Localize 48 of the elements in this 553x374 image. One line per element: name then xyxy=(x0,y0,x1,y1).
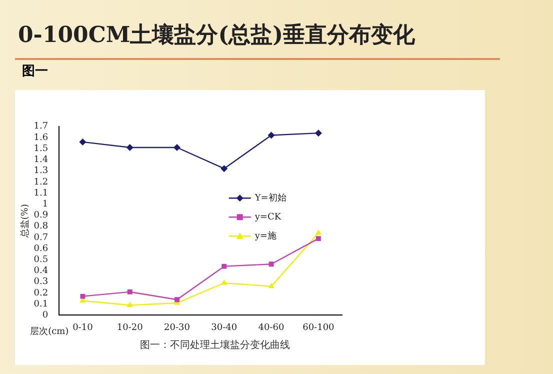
point xyxy=(221,279,228,285)
legend-label: Y=初始 xyxy=(254,192,286,204)
x-tick-label: 20-30 xyxy=(164,322,190,333)
x-tick-label: 10-20 xyxy=(116,322,144,333)
point xyxy=(220,165,228,172)
y-tick-label: 0.3 xyxy=(34,277,48,288)
text: 图一：不同处理土壤盐分变化曲线 xyxy=(140,338,290,352)
point xyxy=(314,130,322,137)
point xyxy=(127,289,132,294)
point xyxy=(315,230,322,235)
y-tick-label: 0.4 xyxy=(34,266,48,276)
y-tick-label: 0.7 xyxy=(34,232,48,243)
point xyxy=(126,302,133,307)
point xyxy=(126,144,134,151)
y-tick-label: 1.4 xyxy=(34,155,48,166)
y-tick-label: 0 xyxy=(42,310,48,321)
y-tick-label: 0.1 xyxy=(34,299,48,310)
y-tick-label: 0.8 xyxy=(34,222,48,232)
x-tick-label: 40-60 xyxy=(258,322,285,333)
y-tick-label: 0.6 xyxy=(34,244,48,254)
point xyxy=(80,294,86,299)
y-tick-label: 1.5 xyxy=(34,144,48,154)
point xyxy=(268,282,274,288)
x-tick-label: 0-10 xyxy=(72,322,94,333)
y-tick-label: 1.2 xyxy=(34,177,48,188)
x-tick-label: 30-40 xyxy=(211,322,238,333)
point xyxy=(316,236,321,242)
chart-title: 0-100CM土壤盐分(总盐)垂直分布变化 xyxy=(18,21,416,50)
y-tick-label: 1.1 xyxy=(34,188,48,198)
y-tick-label: 1.3 xyxy=(34,166,48,176)
point xyxy=(222,264,227,269)
point xyxy=(268,132,275,139)
legend-label: y=CK xyxy=(254,212,282,222)
x-tick-label: 60-100 xyxy=(302,322,335,333)
y-tick-label: 1.6 xyxy=(34,132,48,143)
y-tick-label: 0.5 xyxy=(34,255,48,266)
y-tick-label: 1.7 xyxy=(34,122,48,132)
y-tick-label: 0.2 xyxy=(34,288,48,298)
y-tick-label: 0.9 xyxy=(34,210,48,221)
point xyxy=(79,138,86,146)
legend-label: y=施 xyxy=(254,230,276,242)
x-axis-title: 层次(cm) xyxy=(30,326,69,338)
point xyxy=(268,262,274,267)
chart-subtitle: 图一 xyxy=(22,63,48,80)
y-tick-label: 1 xyxy=(42,199,48,210)
point xyxy=(174,297,180,302)
y-axis-title: 总盐(%) xyxy=(20,204,31,239)
point xyxy=(173,144,180,151)
